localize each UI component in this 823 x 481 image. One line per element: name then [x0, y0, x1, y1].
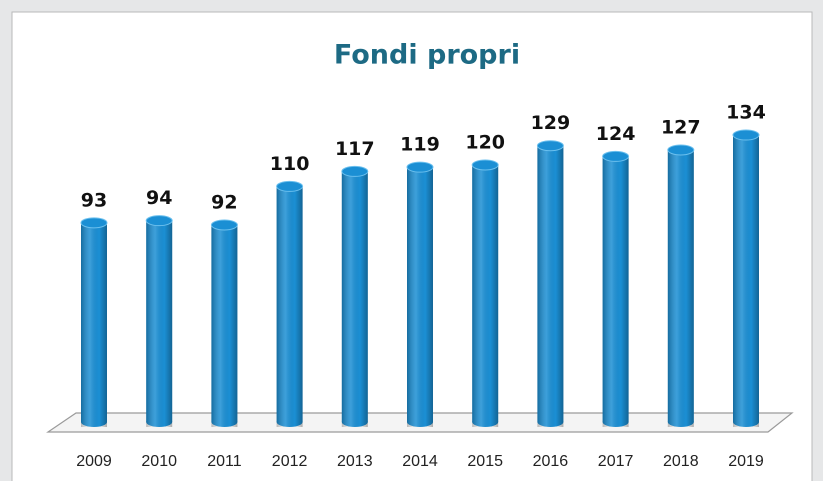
bar-cap: [667, 144, 695, 156]
bar-shade: [537, 145, 564, 427]
x-tick-label: 2012: [272, 453, 308, 470]
x-tick-label: 2010: [141, 453, 177, 470]
x-tick-label: 2019: [728, 453, 764, 470]
x-tick-label: 2016: [533, 453, 569, 470]
bar-shade: [341, 171, 368, 427]
data-label: 117: [335, 138, 375, 160]
bar-shade: [602, 156, 629, 427]
bar-shade: [472, 164, 499, 427]
bar-shade: [667, 149, 694, 427]
data-label: 94: [146, 187, 172, 209]
data-label: 120: [465, 131, 505, 153]
bar-shade: [81, 222, 107, 427]
x-tick-label: 2013: [337, 453, 373, 470]
data-label: 93: [81, 189, 107, 211]
x-tick-label: 2015: [467, 453, 503, 470]
bar-shade: [407, 167, 433, 427]
bar-cap: [145, 215, 173, 227]
bar-shade: [211, 224, 238, 427]
bar-cap: [276, 180, 304, 192]
bar-shade: [276, 186, 303, 427]
bar-cap: [602, 150, 630, 162]
chart-title: Fondi propri: [334, 40, 520, 71]
data-label: 119: [400, 134, 440, 156]
data-label: 127: [661, 116, 701, 138]
data-label: 92: [211, 191, 237, 213]
data-label: 110: [270, 153, 310, 175]
bar-cap: [210, 219, 238, 231]
bar-cap: [536, 140, 564, 152]
bar-cap: [471, 159, 499, 171]
x-tick-label: 2018: [663, 453, 699, 470]
bar-cap: [341, 165, 369, 177]
x-tick-label: 2014: [402, 453, 438, 470]
bar-shade: [733, 135, 759, 427]
bar-cap: [406, 161, 434, 173]
data-label: 134: [726, 102, 766, 124]
bar-cap: [732, 129, 760, 141]
x-tick-label: 2011: [207, 453, 242, 470]
data-label: 129: [531, 112, 571, 134]
x-tick-label: 2009: [76, 453, 112, 470]
bar-cap: [80, 217, 108, 229]
bar-shade: [146, 220, 173, 427]
x-tick-label: 2017: [598, 453, 634, 470]
data-label: 124: [596, 123, 636, 145]
